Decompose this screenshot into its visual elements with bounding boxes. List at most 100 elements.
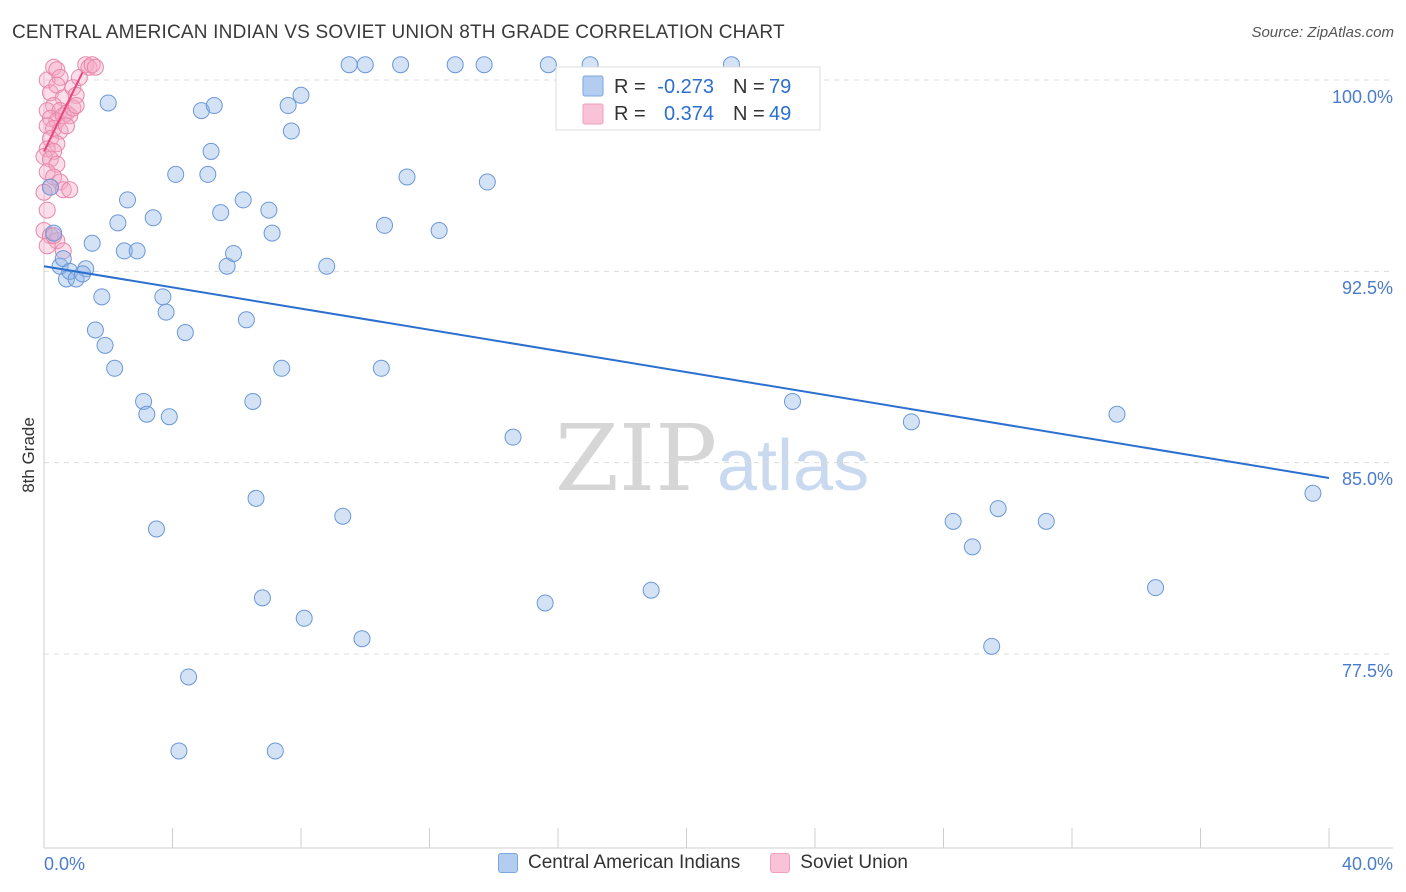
data-point (340, 56, 358, 74)
data-point (353, 630, 371, 648)
data-point (45, 224, 63, 242)
data-point (263, 224, 281, 242)
data-point (273, 359, 291, 377)
data-point (83, 234, 101, 252)
data-point (67, 97, 85, 115)
data-point (109, 214, 127, 232)
data-point (205, 97, 223, 115)
data-point (504, 428, 522, 446)
data-point (86, 58, 104, 76)
data-point (96, 336, 114, 354)
y-tick-label: 77.5% (1342, 661, 1393, 681)
y-tick-label: 85.0% (1342, 469, 1393, 489)
data-point (80, 58, 98, 76)
data-point (475, 56, 493, 74)
data-point (99, 94, 117, 112)
trend-line (43, 71, 84, 152)
legend-label: Central American Indians (527, 852, 741, 873)
trend-line (43, 265, 1330, 479)
data-point (642, 581, 660, 599)
data-point (93, 288, 111, 306)
legend-n-value: 79 (769, 76, 791, 98)
legend-swatch-blue (497, 853, 518, 873)
legend-swatch-blue (582, 75, 604, 97)
legend-label: Soviet Union (800, 852, 908, 873)
axes (43, 70, 1393, 849)
data-point (356, 56, 374, 74)
data-point (392, 56, 410, 74)
data-point (244, 392, 262, 410)
data-point (1108, 405, 1126, 423)
watermark-zip: ZIP (555, 405, 717, 512)
legend-n-label: N = (733, 76, 765, 98)
data-point (41, 178, 59, 196)
watermark-atlas: atlas (717, 426, 869, 506)
trend-lines (43, 71, 1330, 479)
y-axis-label: 8th Grade (19, 417, 38, 493)
data-point (292, 86, 310, 104)
data-point (372, 359, 390, 377)
data-point (398, 168, 416, 186)
x-tick-label: 40.0% (1342, 854, 1393, 874)
data-point (115, 242, 133, 260)
data-point (989, 500, 1007, 518)
y-tick-label: 100.0% (1332, 87, 1393, 107)
data-point (199, 165, 217, 183)
data-point (54, 181, 72, 199)
data-point (963, 538, 981, 556)
stats-legend: R = -0.273 N = 79 R = 0.374 N = 49 (555, 66, 821, 131)
data-point (202, 142, 220, 160)
legend-swatch-pink (770, 853, 791, 873)
data-point (57, 117, 75, 135)
legend-n-value: 49 (769, 103, 791, 125)
data-point (376, 216, 394, 234)
data-point (160, 408, 178, 426)
data-point (192, 102, 210, 120)
data-point (128, 242, 146, 260)
data-point (167, 165, 185, 183)
data-point (144, 209, 162, 227)
data-point (234, 191, 252, 209)
legend-r-value: 0.374 (664, 103, 714, 125)
data-point (430, 222, 448, 240)
data-point (45, 58, 63, 76)
soviet-union-points (35, 56, 104, 260)
data-point (212, 204, 230, 222)
data-point (237, 311, 255, 329)
data-point (38, 201, 56, 219)
data-point (180, 668, 198, 686)
data-point (446, 56, 464, 74)
data-point (157, 303, 175, 321)
legend-r-value: -0.273 (657, 76, 714, 98)
chart-title: CENTRAL AMERICAN INDIAN VS SOVIET UNION … (12, 22, 785, 43)
data-point (138, 405, 156, 423)
data-point (106, 359, 124, 377)
data-point (225, 244, 243, 262)
y-tick-label: 92.5% (1342, 278, 1393, 298)
data-point (77, 56, 95, 74)
data-point (1037, 512, 1055, 530)
gridlines (44, 79, 1393, 655)
data-point (282, 122, 300, 140)
data-point (266, 742, 284, 760)
legend-r-label: R = (614, 103, 646, 125)
data-point (1147, 579, 1165, 597)
legend-swatch-pink (582, 103, 604, 125)
data-point (260, 201, 278, 219)
legend-r-label: R = (614, 76, 646, 98)
legend-item-soviet-union: Soviet Union (770, 852, 908, 874)
data-point (784, 392, 802, 410)
data-point (539, 56, 557, 74)
data-point (86, 321, 104, 339)
data-point (902, 413, 920, 431)
x-tick-label: 0.0% (44, 854, 85, 874)
legend-item-central-american-indians: Central American Indians (497, 852, 741, 874)
data-point (119, 191, 137, 209)
data-point (253, 589, 271, 607)
data-point (147, 520, 165, 538)
data-point (83, 56, 101, 74)
data-point (1304, 484, 1322, 502)
source-label: Source: ZipAtlas.com (1251, 24, 1394, 41)
data-point (279, 97, 297, 115)
